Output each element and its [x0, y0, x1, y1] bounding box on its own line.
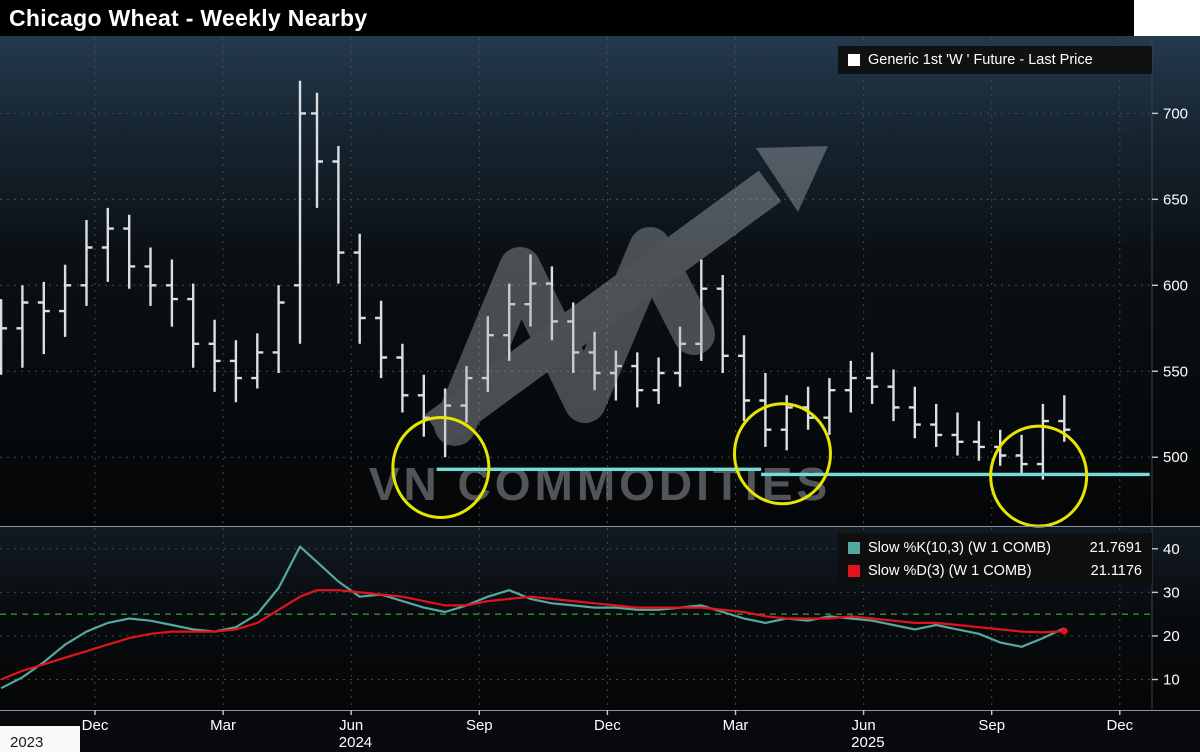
- title-bar: Chicago Wheat - Weekly Nearby: [0, 0, 1134, 36]
- price-legend: Generic 1st 'W ' Future - Last Price: [838, 46, 1152, 74]
- price-tick-label: 550: [1163, 363, 1188, 380]
- watermark-text: VN COMMODITIES: [369, 458, 831, 510]
- watermark-arrow-head: [756, 146, 828, 212]
- price-tick-label: 650: [1163, 191, 1188, 208]
- stoch-k-row: Slow %K(10,3) (W 1 COMB) 21.7691: [848, 537, 1142, 558]
- ohlc-bars: [0, 80, 1071, 480]
- gridlines: [0, 38, 1152, 710]
- stochastic-legend: Slow %K(10,3) (W 1 COMB) 21.7691 Slow %D…: [838, 533, 1152, 585]
- k-line: [0, 545, 1065, 690]
- month-tick-label: Mar: [723, 717, 749, 734]
- x-axis-strip: [0, 710, 1200, 752]
- watermark-logo: [434, 227, 715, 446]
- axes: 700 650 600 550 500 40 30 20 10 Dec Mar Jun Sep Dec Ma…: [10, 105, 1188, 751]
- highlight-circle: [732, 402, 832, 506]
- k-series-value: 21.7691: [1089, 539, 1142, 556]
- d-series-label: Slow %D(3) (W 1 COMB): [868, 562, 1032, 579]
- month-tick-label: Jun: [339, 717, 363, 734]
- k-series-swatch: [848, 541, 860, 554]
- top-right-white-corner: [1134, 0, 1200, 36]
- d-series-value: 21.1176: [1090, 562, 1142, 579]
- stoch-tick-label: 40: [1163, 541, 1180, 558]
- month-tick-label: Mar: [210, 717, 236, 734]
- stoch-tick-label: 30: [1163, 584, 1180, 601]
- main-panel-bg: [0, 36, 1200, 526]
- month-tick-label: Dec: [1106, 717, 1133, 734]
- year-label: 2025: [851, 734, 884, 751]
- price-series-label: Generic 1st 'W ' Future - Last Price: [868, 52, 1093, 68]
- price-series-swatch: [848, 54, 860, 66]
- price-tick-label: 600: [1163, 277, 1188, 294]
- month-tick-label: Sep: [466, 717, 493, 734]
- price-tick-label: 500: [1163, 449, 1188, 466]
- price-tick-label: 700: [1163, 105, 1188, 122]
- d-series-swatch: [848, 564, 860, 577]
- d-line: [0, 589, 1065, 681]
- stoch-d-row: Slow %D(3) (W 1 COMB) 21.1176: [848, 560, 1142, 581]
- k-series-label: Slow %K(10,3) (W 1 COMB): [868, 539, 1051, 556]
- year-label: 2023: [10, 734, 43, 751]
- month-tick-label: Dec: [82, 717, 109, 734]
- chart-title: Chicago Wheat - Weekly Nearby: [9, 4, 368, 31]
- bottom-left-light-patch: [0, 726, 80, 752]
- highlight-circle: [391, 416, 491, 520]
- month-tick-label: Jun: [852, 717, 876, 734]
- watermark-arrow-shaft: [424, 170, 782, 446]
- month-tick-label: Dec: [594, 717, 621, 734]
- stoch-tick-label: 10: [1163, 672, 1180, 689]
- month-tick-label: Sep: [978, 717, 1005, 734]
- d-line-endpoint: [1060, 627, 1068, 635]
- watermark: VN COMMODITIES: [369, 146, 831, 510]
- year-label: 2024: [339, 734, 372, 751]
- stoch-tick-label: 20: [1163, 628, 1180, 645]
